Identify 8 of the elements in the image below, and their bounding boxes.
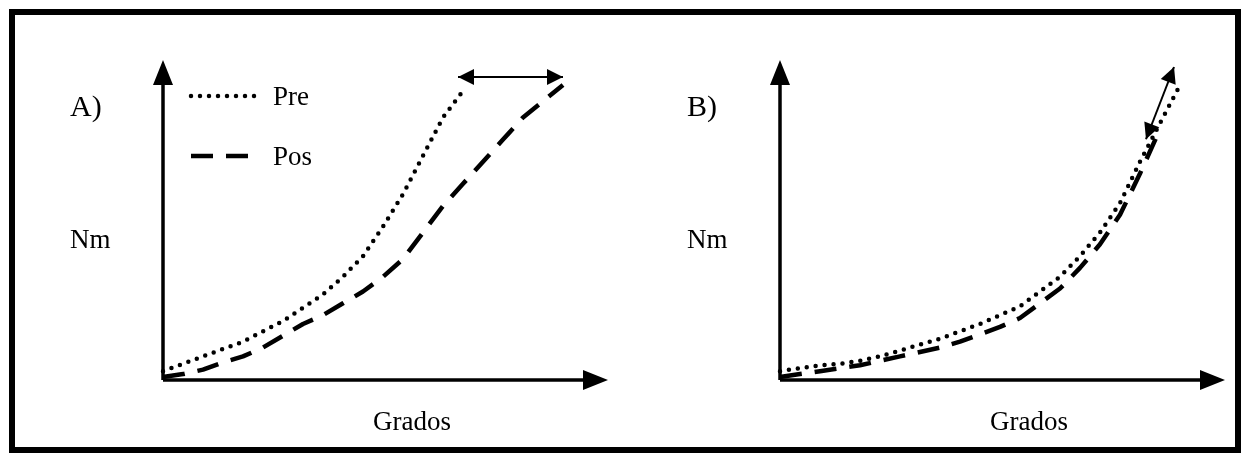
legend-label: Pre xyxy=(273,81,310,111)
y-axis-title: Nm xyxy=(70,224,111,254)
x-axis-title: Grados xyxy=(990,406,1068,436)
chart-title: B) xyxy=(687,89,717,123)
x-axis-title: Grados xyxy=(373,406,451,436)
y-axis-title: Nm xyxy=(687,224,728,254)
chart-title: A) xyxy=(70,89,102,123)
legend-label: Pos xyxy=(273,141,313,171)
